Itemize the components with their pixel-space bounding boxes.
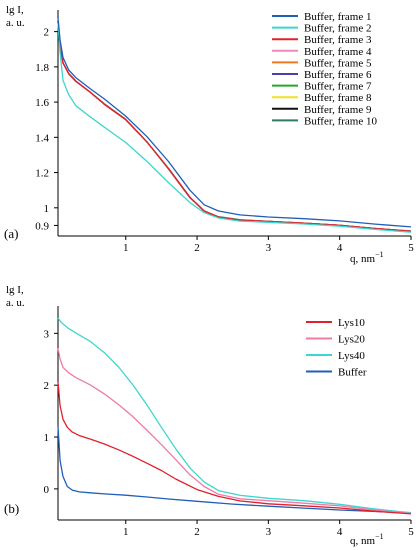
panel-b-y-tick-label: 2 — [44, 380, 50, 392]
legend-label: Buffer, frame 3 — [304, 34, 372, 46]
legend-label: Buffer, frame 10 — [304, 115, 377, 127]
panel-a-axes: 1 2 3 4 5 0.9 1 1.2 1.4 1.6 1.8 2 — [35, 10, 414, 254]
panel-a-ylabel-line1: lg I, — [6, 4, 24, 16]
legend-label: Buffer, frame 7 — [304, 81, 372, 93]
panel-b-xlabel: q, nm−1 — [350, 532, 384, 547]
panel-a-x-tick-label: 1 — [123, 242, 129, 254]
panel-b-y-tick-label: 3 — [44, 328, 50, 340]
panel-a-x-tick-label: 2 — [194, 242, 200, 254]
panel-a: lg I, a. u. (a) q, nm−1 Buffer, frame 1B… — [4, 4, 414, 265]
legend-label: Buffer, frame 6 — [304, 69, 372, 81]
legend-label: Lys10 — [338, 317, 365, 329]
panel-a-y-tick-label: 1.6 — [35, 97, 49, 109]
series-line-buffer-frame-2 — [57, 23, 412, 233]
panel-a-x-tick-label: 3 — [266, 242, 272, 254]
panel-a-y-tick-label: 1.8 — [35, 62, 49, 74]
panel-b-y-tick-label: 0 — [44, 484, 50, 496]
panel-a-xlabel: q, nm−1 — [350, 250, 384, 265]
legend-label: Lys40 — [338, 350, 365, 362]
panel-b-xlabel-sup: −1 — [375, 532, 384, 541]
series-line-buffer — [57, 426, 412, 514]
panel-b-ylabel-line2: a. u. — [6, 297, 25, 309]
panel-a-label: (a) — [4, 226, 18, 241]
legend-label: Buffer, frame 5 — [304, 57, 372, 69]
legend-label: Buffer, frame 1 — [304, 11, 371, 23]
panel-a-xlabel-sup: −1 — [375, 250, 384, 259]
panel-b-legend: Lys10 Lys20 Lys40 Buffer — [306, 317, 367, 379]
panel-a-y-tick-label: 0.9 — [35, 220, 49, 232]
panel-a-y-tick-label: 2 — [44, 27, 50, 39]
series-line-lys10 — [57, 381, 412, 515]
panel-b-y-tick-label: 1 — [44, 432, 50, 444]
series-line-buffer-frame-1 — [57, 17, 412, 228]
series-line-lys40 — [57, 317, 412, 514]
panel-a-x-tick-label: 4 — [337, 242, 343, 254]
panel-b-label: (b) — [4, 501, 19, 516]
legend-label: Buffer, frame 4 — [304, 46, 372, 58]
legend-label: Buffer — [338, 367, 367, 379]
series-line-lys20 — [57, 348, 412, 515]
panel-b-plot — [57, 317, 412, 515]
legend-label: Buffer, frame 9 — [304, 104, 372, 116]
panel-b-ylabel-line1: lg I, — [6, 284, 24, 296]
panel-b-x-tick-label: 4 — [337, 526, 343, 538]
panel-b-x-tick-label: 2 — [194, 526, 200, 538]
panel-b-x-tick-label: 5 — [408, 526, 414, 538]
panel-b-axes: 1 2 3 4 5 0 1 2 3 — [44, 306, 414, 538]
panel-a-y-tick-label: 1.4 — [35, 132, 49, 144]
legend-label: Buffer, frame 8 — [304, 92, 372, 104]
panel-b: lg I, a. u. (b) q, nm−1 Lys10 Lys20 Lys40 B… — [4, 284, 414, 547]
panel-a-ylabel-line2: a. u. — [6, 17, 25, 29]
panel-a-y-tick-label: 1 — [44, 203, 50, 215]
panel-a-x-tick-label: 5 — [408, 242, 414, 254]
panel-a-plot — [57, 17, 412, 233]
legend-label: Buffer, frame 2 — [304, 23, 371, 35]
panel-b-x-tick-label: 1 — [123, 526, 129, 538]
series-line-buffer-frame-3 — [57, 21, 412, 232]
legend-label: Lys20 — [338, 334, 365, 346]
panel-a-y-tick-label: 1.2 — [35, 168, 49, 180]
panel-b-x-tick-label: 3 — [266, 526, 272, 538]
